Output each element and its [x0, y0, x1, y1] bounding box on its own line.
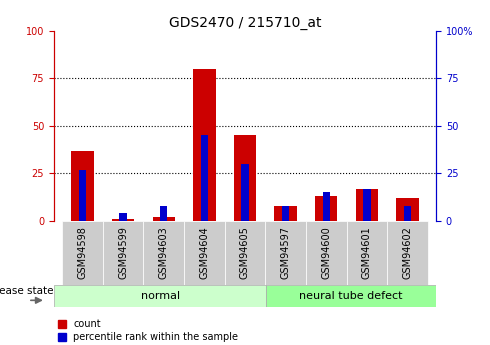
- Text: GSM94605: GSM94605: [240, 226, 250, 279]
- Text: GSM94602: GSM94602: [403, 226, 413, 279]
- Bar: [306, 221, 346, 285]
- Text: GSM94604: GSM94604: [199, 226, 209, 279]
- Bar: [322, 193, 330, 221]
- Text: GSM94599: GSM94599: [118, 226, 128, 279]
- Bar: [282, 206, 289, 221]
- Bar: [387, 221, 428, 285]
- Bar: [274, 206, 297, 221]
- Bar: [356, 188, 378, 221]
- Bar: [144, 221, 184, 285]
- Bar: [79, 169, 86, 221]
- Text: GSM94598: GSM94598: [77, 226, 87, 279]
- Bar: [112, 219, 134, 221]
- Bar: [225, 221, 265, 285]
- Legend: count, percentile rank within the sample: count, percentile rank within the sample: [54, 315, 242, 345]
- Text: GSM94601: GSM94601: [362, 226, 372, 279]
- Bar: [266, 285, 436, 307]
- Bar: [265, 221, 306, 285]
- Bar: [193, 69, 216, 221]
- Bar: [315, 196, 338, 221]
- Text: neural tube defect: neural tube defect: [299, 291, 403, 301]
- Bar: [184, 221, 225, 285]
- Bar: [242, 164, 248, 221]
- Bar: [54, 285, 266, 307]
- Bar: [120, 213, 127, 221]
- Text: GSM94600: GSM94600: [321, 226, 331, 279]
- Bar: [346, 221, 387, 285]
- Title: GDS2470 / 215710_at: GDS2470 / 215710_at: [169, 16, 321, 30]
- Bar: [404, 206, 411, 221]
- Bar: [201, 136, 208, 221]
- Bar: [363, 188, 370, 221]
- Text: GSM94603: GSM94603: [159, 226, 169, 279]
- Bar: [71, 151, 94, 221]
- Bar: [396, 198, 419, 221]
- Bar: [234, 136, 256, 221]
- Bar: [152, 217, 175, 221]
- Bar: [160, 206, 168, 221]
- Text: GSM94597: GSM94597: [281, 226, 291, 279]
- Text: normal: normal: [141, 291, 180, 301]
- Bar: [62, 221, 103, 285]
- Text: disease state: disease state: [0, 286, 53, 296]
- Bar: [103, 221, 144, 285]
